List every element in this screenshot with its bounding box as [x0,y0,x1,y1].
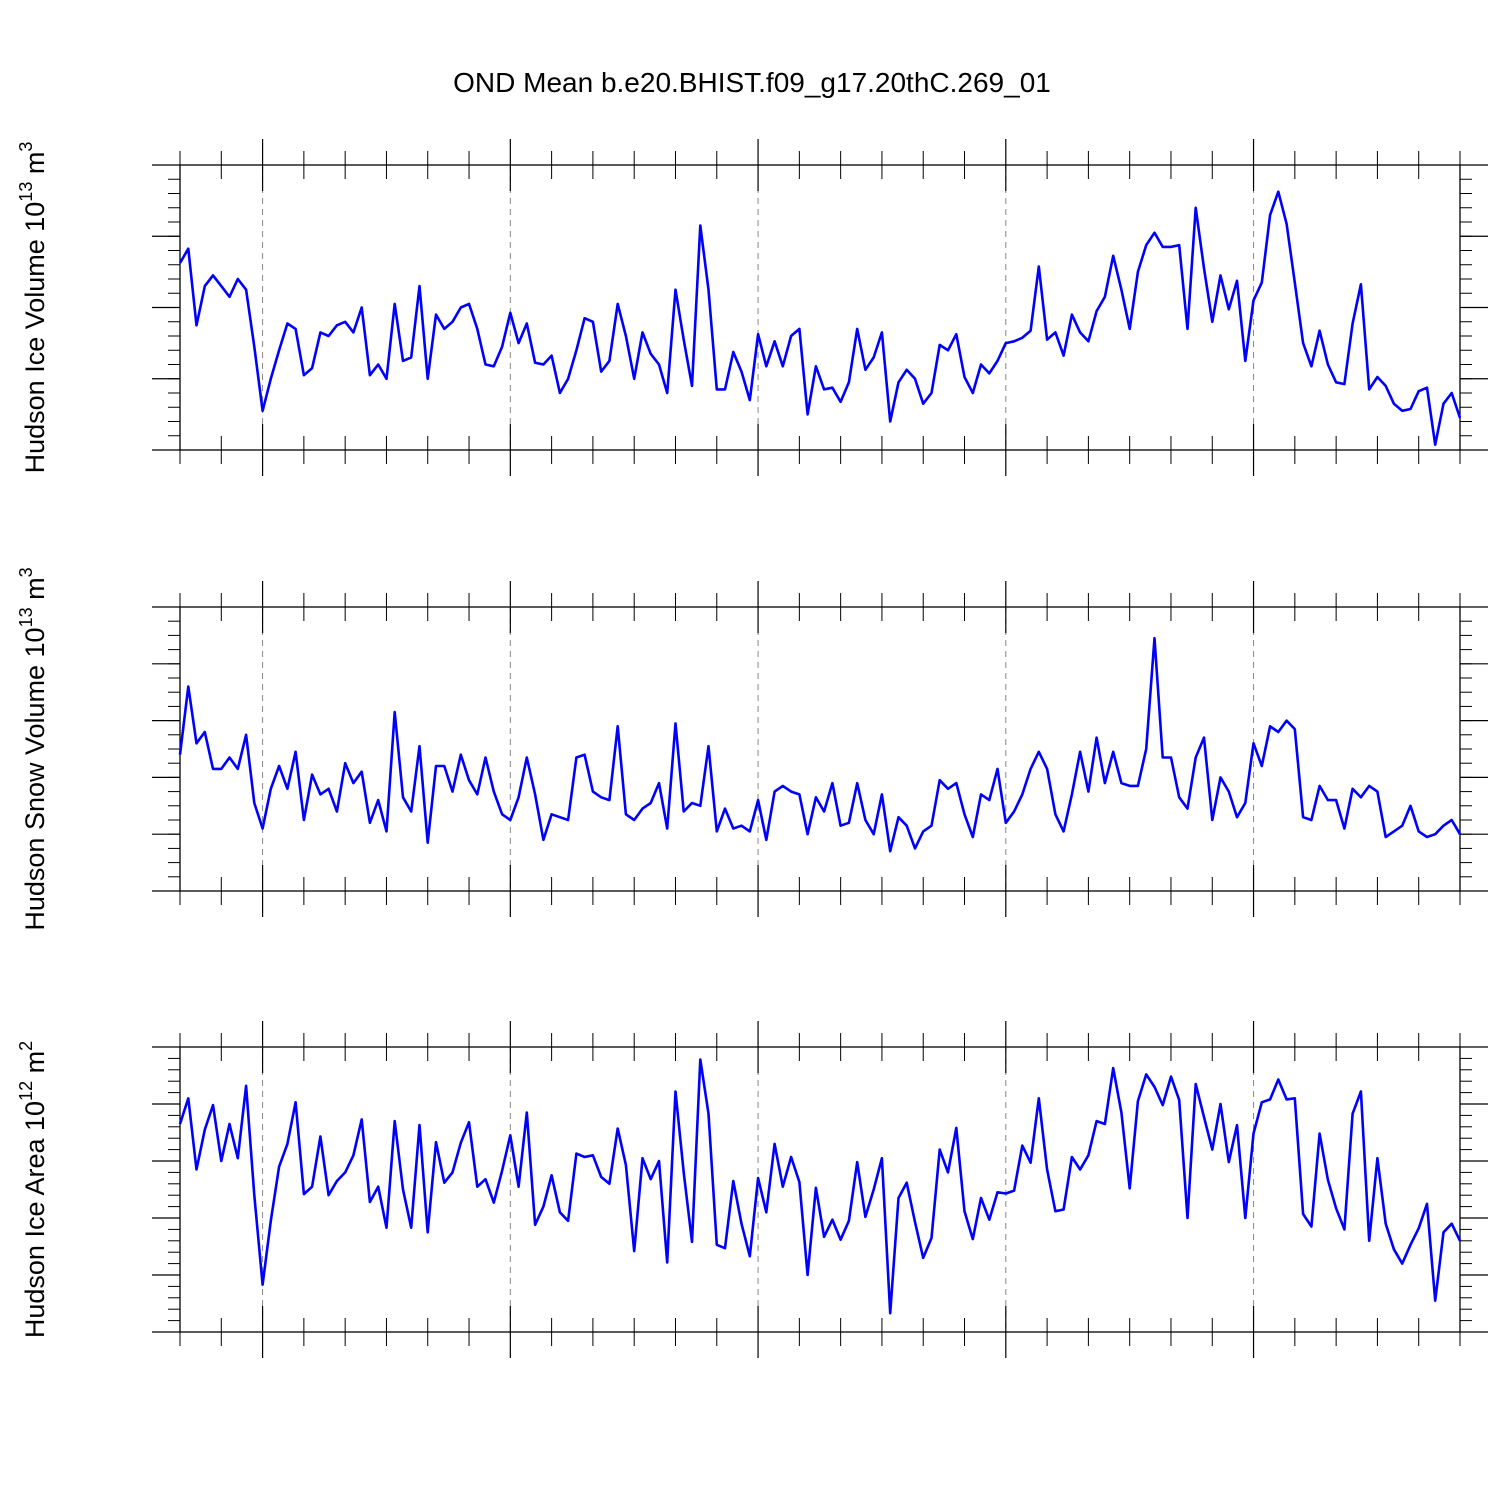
chart-title: OND Mean b.e20.BHIST.f09_g17.20thC.269_0… [453,67,1051,98]
y-axis-title-superscript: 13 [16,182,36,202]
y-axis-title-superscript: 13 [16,607,36,627]
y-axis-title: Hudson Ice Volume 1013 m3 [16,142,50,474]
plot-frame [179,606,1461,892]
panel-1: Hudson Ice Volume 1013 m3 [16,139,1488,476]
y-axis-title-superscript: 2 [16,1041,36,1051]
y-axis-title-superscript: 12 [16,1081,36,1101]
y-axis-title-superscript: 3 [16,142,36,152]
y-axis-title-part: m [20,152,50,182]
y-axis-title-part: Hudson Ice Volume 10 [20,202,50,474]
y-axis-title-part: m [20,1051,50,1081]
y-axis-title: Hudson Snow Volume 1013 m3 [16,567,50,930]
y-axis-title-superscript: 3 [16,567,36,577]
y-axis-title: Hudson Ice Area 1012 m2 [16,1041,50,1338]
data-series-line [178,190,1462,447]
plot-frame [179,1046,1461,1333]
data-series-line [178,1058,1462,1315]
y-axis-title-part: Hudson Snow Volume 10 [20,627,50,930]
panel-2: Hudson Snow Volume 1013 m3 [16,567,1488,931]
y-axis-title-part: m [20,577,50,607]
y-axis-title-part: Hudson Ice Area 10 [20,1101,50,1338]
data-series-line [178,636,1462,853]
panel-3: Hudson Ice Area 1012 m2 [16,1021,1488,1358]
plot-frame [179,164,1461,451]
